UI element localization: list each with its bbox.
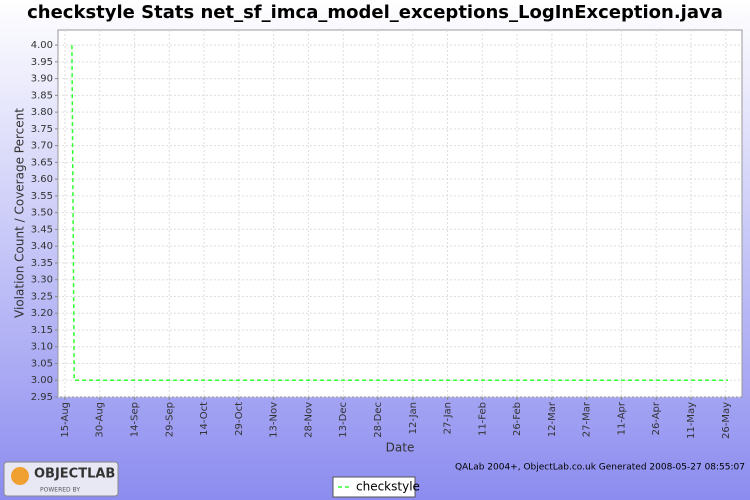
y-tick-label: 3.95 — [31, 57, 53, 68]
x-tick-label: 27-Jan — [443, 402, 454, 434]
y-tick-label: 3.35 — [31, 258, 53, 269]
x-tick-label: 11-May — [686, 402, 697, 439]
x-tick-label: 26-Apr — [651, 401, 662, 435]
y-tick-label: 3.70 — [31, 141, 53, 152]
line — [71, 45, 729, 381]
y-tick-label: 3.55 — [31, 191, 53, 202]
x-tick-label: 30-Aug — [95, 402, 106, 438]
footer: QALab 2004+, ObjectLab.co.uk Generated 2… — [455, 463, 745, 473]
x-tick-label: 27-Mar — [582, 401, 593, 437]
x-tick-label: 29-Sep — [164, 402, 175, 437]
x-tick-label: 29-Oct — [234, 402, 245, 436]
x-tick-label: 28-Nov — [303, 402, 314, 438]
x-tick-label: 26-May — [721, 402, 732, 439]
legend-label: checkstyle — [356, 480, 420, 494]
logo-text: OBJECTLAB — [34, 467, 115, 482]
x-tick-label: 15-Aug — [60, 402, 71, 438]
y-tick-label: 3.90 — [31, 74, 53, 85]
plot-area — [57, 29, 743, 398]
y-tick-label: 3.40 — [31, 241, 53, 252]
x-axis-label: Date — [386, 441, 415, 455]
y-tick-label: 2.95 — [31, 392, 53, 403]
y-tick-label: 3.15 — [31, 325, 53, 336]
x-tick-label: 12-Mar — [547, 401, 558, 437]
x-tick-label: 12-Jan — [408, 402, 419, 434]
x-tick-label: 14-Sep — [130, 402, 141, 437]
y-tick-label: 3.45 — [31, 224, 53, 235]
x-tick-label: 11-Apr — [616, 401, 627, 435]
y-tick-label: 3.25 — [31, 291, 53, 302]
x-tick-label: 11-Feb — [477, 402, 488, 436]
y-tick-label: 3.80 — [31, 107, 53, 118]
y-tick-label: 3.00 — [31, 375, 53, 386]
x-tick-label: 14-Oct — [199, 402, 210, 436]
y-tick-label: 3.50 — [31, 208, 53, 219]
logo-icon — [11, 467, 29, 485]
y-tick-label: 3.65 — [31, 157, 53, 168]
legend — [332, 476, 416, 498]
y-tick-label: 3.20 — [31, 308, 53, 319]
x-tick-label: 28-Dec — [373, 402, 384, 438]
y-tick-label: 3.85 — [31, 90, 53, 101]
y-tick-label: 3.75 — [31, 124, 53, 135]
y-axis-label: Violation Count / Coverage Percent — [13, 108, 27, 318]
y-tick-label: 3.30 — [31, 275, 53, 286]
logo-subtext: POWERED BY — [40, 487, 80, 494]
chart-title: checkstyle Stats net_sf_imca_model_excep… — [27, 2, 723, 23]
x-tick-label: 26-Feb — [512, 402, 523, 436]
y-tick-label: 3.10 — [31, 342, 53, 353]
y-tick-label: 4.00 — [31, 40, 53, 51]
y-tick-label: 3.60 — [31, 174, 53, 185]
x-tick-label: 13-Nov — [269, 402, 280, 438]
logo-box — [3, 461, 119, 497]
y-tick-label: 3.05 — [31, 358, 53, 369]
x-tick-label: 13-Dec — [338, 402, 349, 438]
